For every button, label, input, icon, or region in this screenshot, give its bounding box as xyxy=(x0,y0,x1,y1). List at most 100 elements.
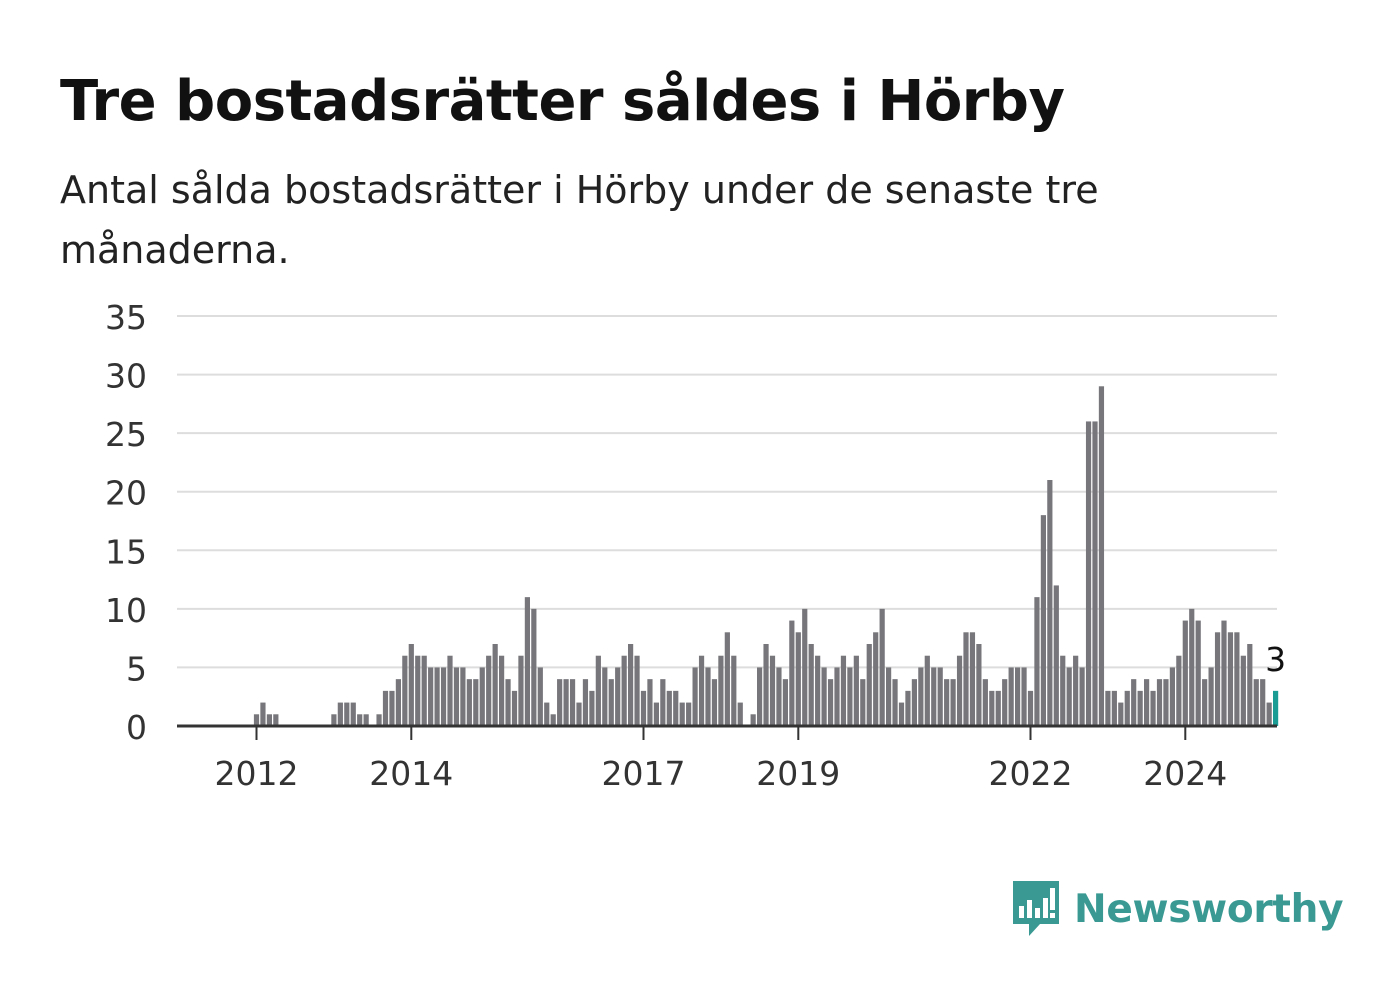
bar xyxy=(918,667,924,726)
bar xyxy=(711,679,718,726)
bar xyxy=(428,667,434,726)
bar xyxy=(847,667,853,726)
bar xyxy=(1221,620,1227,726)
bar xyxy=(795,632,801,726)
bar xyxy=(1034,597,1040,726)
bar xyxy=(402,655,408,726)
bar xyxy=(1131,679,1137,726)
x-tick-label: 2014 xyxy=(369,754,453,793)
annotations: 3 xyxy=(1265,640,1286,679)
bar xyxy=(395,679,401,726)
bar xyxy=(266,714,272,726)
chart-title: Tre bostadsrätter såldes i Hörby xyxy=(60,69,1065,134)
bar xyxy=(621,655,627,726)
bar xyxy=(1002,679,1008,726)
y-tick-label: 0 xyxy=(126,708,147,747)
bar xyxy=(750,714,756,726)
bar xyxy=(892,679,898,726)
bar xyxy=(1021,667,1027,726)
y-tick-label: 20 xyxy=(105,474,147,513)
highlight-data-label: 3 xyxy=(1265,640,1286,679)
bar-highlight xyxy=(1273,690,1279,726)
bar xyxy=(879,608,885,726)
bar xyxy=(1027,690,1034,726)
bar xyxy=(950,679,956,726)
bar xyxy=(511,690,518,726)
y-tick-label: 35 xyxy=(105,298,147,337)
bar xyxy=(995,690,1001,726)
bar xyxy=(1098,386,1105,726)
bar xyxy=(1234,632,1240,726)
bar xyxy=(331,714,337,726)
bar xyxy=(840,655,847,726)
bar xyxy=(821,667,827,726)
bar xyxy=(1253,679,1259,726)
bar xyxy=(769,655,776,726)
bar xyxy=(905,690,911,726)
bar xyxy=(989,690,995,726)
y-tick-label: 5 xyxy=(126,649,147,688)
x-tick-label: 2019 xyxy=(756,754,840,793)
bar xyxy=(492,644,498,726)
bar xyxy=(460,667,466,726)
bar xyxy=(982,679,988,726)
bar xyxy=(827,679,834,726)
bar xyxy=(1150,690,1156,726)
bar xyxy=(1066,667,1072,726)
bar xyxy=(724,632,730,726)
bar xyxy=(447,655,453,726)
bar xyxy=(608,679,614,726)
chart-subtitle: Antal sålda bostadsrätter i Hörby under … xyxy=(60,168,1099,272)
x-tick-label: 2022 xyxy=(989,754,1073,793)
bar xyxy=(1202,679,1208,726)
bar xyxy=(976,644,982,726)
bar xyxy=(757,667,763,726)
bar xyxy=(1008,667,1014,726)
bar xyxy=(1053,585,1059,726)
bar xyxy=(1047,480,1053,726)
bar xyxy=(434,667,440,726)
bar xyxy=(660,679,666,726)
bar xyxy=(782,679,788,726)
bar xyxy=(440,667,447,726)
bar xyxy=(886,667,892,726)
bar xyxy=(860,679,866,726)
bar xyxy=(569,679,576,726)
bar xyxy=(499,655,505,726)
bar xyxy=(873,632,879,726)
bar xyxy=(898,702,905,726)
bar xyxy=(924,655,930,726)
bar xyxy=(1169,667,1175,726)
bar xyxy=(1266,702,1272,726)
bar xyxy=(363,714,369,726)
bar xyxy=(595,655,601,726)
bar xyxy=(1073,655,1079,726)
bar xyxy=(1176,655,1182,726)
bar xyxy=(963,632,969,726)
bar xyxy=(937,667,943,726)
bar xyxy=(1227,632,1234,726)
bar xyxy=(531,608,537,726)
bar xyxy=(705,667,711,726)
bar xyxy=(808,644,814,726)
bar xyxy=(956,655,963,726)
bar xyxy=(1208,667,1214,726)
bars xyxy=(253,386,1279,726)
bar xyxy=(415,655,421,726)
bar xyxy=(737,702,743,726)
bar xyxy=(1182,620,1188,726)
bar xyxy=(602,667,608,726)
bar xyxy=(466,679,472,726)
bar xyxy=(866,644,872,726)
bar xyxy=(1015,667,1021,726)
bar xyxy=(350,702,356,726)
bar xyxy=(640,690,647,726)
bar xyxy=(1111,690,1117,726)
bar xyxy=(853,655,859,726)
bar xyxy=(969,632,976,726)
newsworthy-logo[interactable]: Newsworthy xyxy=(1010,878,1344,940)
bar xyxy=(582,679,589,726)
bar xyxy=(615,667,621,726)
bar xyxy=(389,690,395,726)
